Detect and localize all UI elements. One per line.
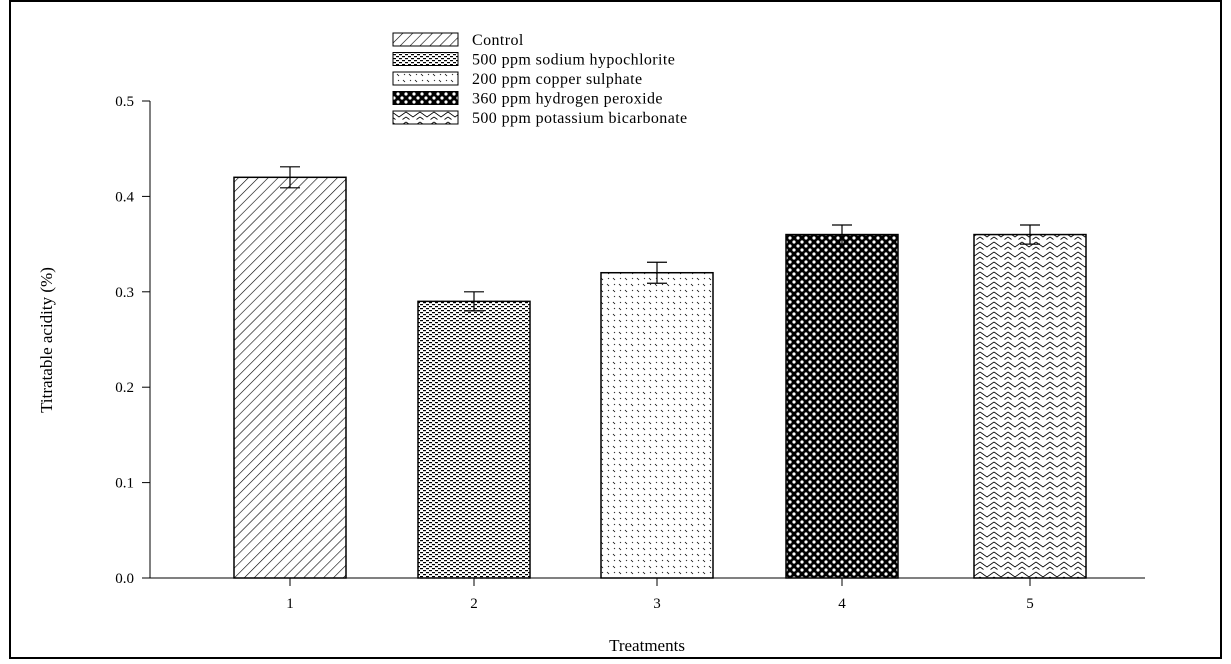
y-tick-label: 0.4 bbox=[115, 189, 134, 205]
bar-4 bbox=[785, 233, 899, 579]
y-ticks: 0.0 0.1 0.2 0.3 0.4 0.5 bbox=[115, 94, 150, 587]
x-ticks: 1 2 3 4 5 bbox=[286, 578, 1034, 612]
legend-label: Control bbox=[472, 32, 524, 49]
legend-swatch bbox=[392, 32, 459, 47]
bar-3 bbox=[600, 271, 714, 579]
bar-2 bbox=[417, 300, 531, 579]
legend: Control 500 ppm sodium hypochlorite 200 pp… bbox=[392, 32, 688, 127]
x-tick-label: 1 bbox=[286, 596, 294, 612]
legend-label: 200 ppm copper sulphate bbox=[472, 71, 643, 88]
figure-frame bbox=[9, 0, 1222, 659]
legend-swatch bbox=[392, 110, 459, 125]
bar-1 bbox=[233, 176, 347, 579]
y-tick-label: 0.5 bbox=[115, 94, 134, 110]
x-tick-label: 4 bbox=[838, 596, 846, 612]
y-tick-label: 0.0 bbox=[115, 571, 134, 587]
y-tick-label: 0.1 bbox=[115, 476, 134, 492]
legend-swatch bbox=[392, 91, 459, 105]
x-tick-label: 3 bbox=[653, 596, 661, 612]
legend-label: 500 ppm potassium bicarbonate bbox=[472, 110, 688, 127]
y-tick-label: 0.2 bbox=[115, 380, 134, 396]
legend-swatch bbox=[392, 71, 459, 86]
y-axis-title: Titratable acidity (%) bbox=[37, 267, 56, 413]
bars bbox=[233, 166, 1087, 579]
x-tick-label: 5 bbox=[1026, 596, 1034, 612]
legend-swatch bbox=[392, 52, 459, 66]
x-axis-title: Treatments bbox=[609, 636, 685, 655]
y-tick-label: 0.3 bbox=[115, 285, 134, 301]
x-tick-label: 2 bbox=[470, 596, 478, 612]
bar-5 bbox=[973, 233, 1087, 579]
legend-label: 500 ppm sodium hypochlorite bbox=[472, 52, 675, 69]
legend-label: 360 ppm hydrogen peroxide bbox=[472, 91, 663, 108]
